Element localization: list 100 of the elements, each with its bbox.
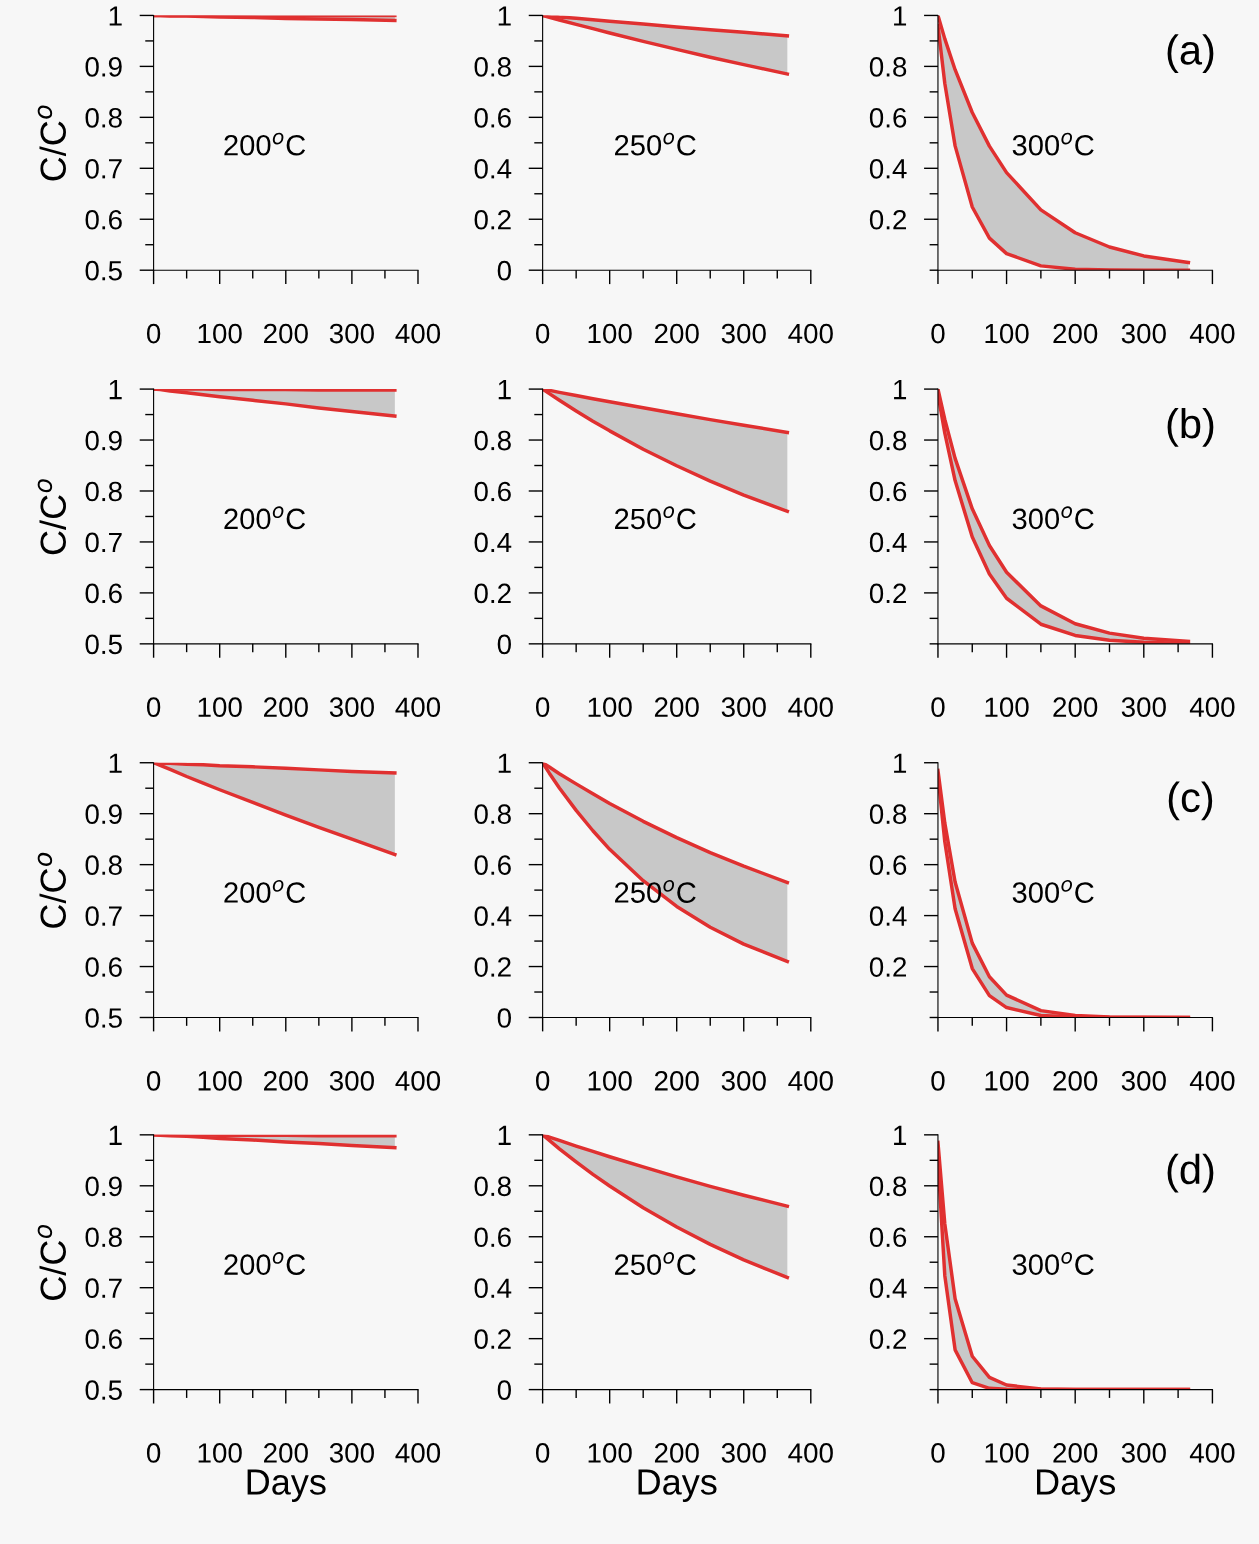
y-axis-title: C/C$^{o}$ bbox=[37, 852, 66, 928]
x-tick-label: 300 bbox=[329, 697, 374, 718]
x-tick-label: 100 bbox=[198, 323, 242, 344]
y-axis-title: C/C$^{o}$ bbox=[37, 479, 66, 555]
x-tick-label: 200 bbox=[264, 1443, 308, 1463]
x-tick-label: 200 bbox=[654, 697, 699, 718]
y-tick-label: 0.2 bbox=[474, 583, 511, 604]
y-tick-label: 1 bbox=[894, 1125, 907, 1145]
x-tick-label: 0 bbox=[146, 697, 161, 718]
y-tick-label: 0.4 bbox=[869, 1278, 907, 1299]
x-tick-label: 400 bbox=[395, 1443, 441, 1463]
annotation: 250$^{o}$C bbox=[615, 1252, 696, 1275]
y-tick-label: 0 bbox=[497, 1008, 511, 1028]
x-tick-label: 200 bbox=[1053, 323, 1098, 344]
y-tick-label: 0.6 bbox=[869, 481, 907, 502]
x-tick-label: 400 bbox=[395, 1071, 441, 1091]
y-tick-label: 0.6 bbox=[474, 481, 511, 502]
y-tick-label: 1 bbox=[894, 380, 907, 400]
y-tick-label: 0.8 bbox=[869, 1176, 907, 1197]
y-tick-label: 0.6 bbox=[869, 855, 907, 875]
x-tick-label: 300 bbox=[1121, 1443, 1166, 1463]
y-tick-label: 0 bbox=[497, 634, 511, 655]
y-tick-label: 0.5 bbox=[85, 1380, 122, 1400]
y-tick-label: 1 bbox=[498, 753, 511, 773]
x-tick-label: 100 bbox=[985, 1071, 1029, 1091]
y-tick-label: 0.4 bbox=[474, 158, 512, 179]
x-tick-label: 200 bbox=[654, 323, 699, 344]
x-tick-label: 0 bbox=[146, 323, 161, 344]
x-tick-label: 100 bbox=[985, 1443, 1029, 1463]
y-tick-label: 0.6 bbox=[474, 855, 511, 875]
x-tick-label: 200 bbox=[1053, 1443, 1098, 1463]
y-axis-title: C/C$^{o}$ bbox=[37, 1224, 66, 1300]
x-tick-label: 0 bbox=[535, 323, 550, 344]
y-tick-label: 1 bbox=[894, 6, 907, 26]
annotation: 200$^{o}$C bbox=[224, 132, 306, 156]
x-tick-label: 400 bbox=[788, 1071, 833, 1091]
x-tick-label: 400 bbox=[788, 697, 833, 718]
x-tick-label: 400 bbox=[788, 323, 833, 344]
x-tick-label: 0 bbox=[931, 1071, 945, 1091]
annotation: 200$^{o}$C bbox=[224, 880, 306, 903]
y-tick-label: 0.2 bbox=[869, 583, 907, 604]
x-tick-label: 100 bbox=[588, 697, 632, 718]
annotation: (a) bbox=[1167, 34, 1214, 74]
x-axis-title: Days bbox=[247, 1469, 326, 1502]
y-tick-label: 0.8 bbox=[474, 57, 511, 77]
x-tick-label: 200 bbox=[654, 1071, 699, 1091]
y-tick-label: 0.6 bbox=[474, 108, 511, 128]
x-tick-label: 0 bbox=[535, 697, 550, 718]
x-tick-label: 100 bbox=[588, 323, 632, 344]
x-axis-title: Days bbox=[638, 1469, 717, 1502]
y-tick-label: 0.7 bbox=[85, 532, 122, 553]
annotation: 300$^{o}$C bbox=[1012, 880, 1094, 903]
y-tick-label: 0.6 bbox=[85, 209, 122, 230]
y-axis-title: C/C$^{o}$ bbox=[37, 105, 66, 181]
y-tick-label: 1 bbox=[109, 380, 122, 400]
y-tick-label: 0.8 bbox=[474, 430, 511, 451]
y-tick-label: 0.7 bbox=[85, 158, 122, 179]
y-tick-label: 0.4 bbox=[869, 906, 907, 926]
y-tick-label: 0.5 bbox=[85, 634, 122, 655]
x-tick-label: 300 bbox=[329, 1071, 374, 1091]
y-tick-label: 0.6 bbox=[85, 957, 122, 977]
annotation: (c) bbox=[1168, 781, 1213, 821]
y-tick-label: 0.2 bbox=[474, 957, 511, 977]
x-tick-label: 0 bbox=[931, 1443, 945, 1463]
x-tick-label: 300 bbox=[721, 323, 766, 344]
y-tick-label: 0 bbox=[497, 260, 511, 281]
x-tick-label: 300 bbox=[1121, 323, 1166, 344]
y-tick-label: 0.7 bbox=[85, 1278, 122, 1299]
y-tick-label: 0.4 bbox=[474, 1278, 512, 1299]
y-tick-label: 1 bbox=[498, 6, 511, 26]
y-tick-label: 0.2 bbox=[869, 957, 907, 977]
annotation: 200$^{o}$C bbox=[224, 506, 306, 530]
x-tick-label: 400 bbox=[788, 1443, 833, 1463]
annotation: 300$^{o}$C bbox=[1012, 132, 1094, 156]
y-tick-label: 0.8 bbox=[474, 1176, 511, 1197]
x-tick-label: 300 bbox=[721, 1443, 766, 1463]
x-tick-label: 100 bbox=[588, 1443, 632, 1463]
x-tick-label: 400 bbox=[1189, 1443, 1235, 1463]
x-tick-label: 0 bbox=[535, 1443, 550, 1463]
x-tick-label: 100 bbox=[588, 1071, 632, 1091]
annotation: 200$^{o}$C bbox=[224, 1252, 306, 1275]
annotation: (d) bbox=[1167, 1153, 1214, 1193]
y-tick-label: 0.2 bbox=[474, 209, 511, 230]
annotation: 250$^{o}$C bbox=[615, 132, 696, 156]
x-tick-label: 400 bbox=[1189, 323, 1235, 344]
y-tick-label: 1 bbox=[894, 753, 907, 773]
x-tick-label: 100 bbox=[198, 1443, 242, 1463]
y-tick-label: 0.5 bbox=[85, 260, 122, 281]
x-tick-label: 300 bbox=[721, 697, 766, 718]
x-tick-label: 400 bbox=[395, 697, 441, 718]
x-tick-label: 100 bbox=[985, 323, 1029, 344]
x-tick-label: 300 bbox=[329, 323, 374, 344]
y-tick-label: 0.7 bbox=[85, 906, 122, 926]
y-tick-label: 0.6 bbox=[85, 583, 122, 604]
y-tick-label: 0.8 bbox=[869, 430, 907, 451]
y-tick-label: 0.8 bbox=[85, 481, 122, 502]
x-tick-label: 300 bbox=[329, 1443, 374, 1463]
x-tick-label: 200 bbox=[264, 1071, 308, 1091]
y-tick-label: 0.2 bbox=[474, 1329, 511, 1349]
y-tick-label: 1 bbox=[498, 1125, 511, 1145]
